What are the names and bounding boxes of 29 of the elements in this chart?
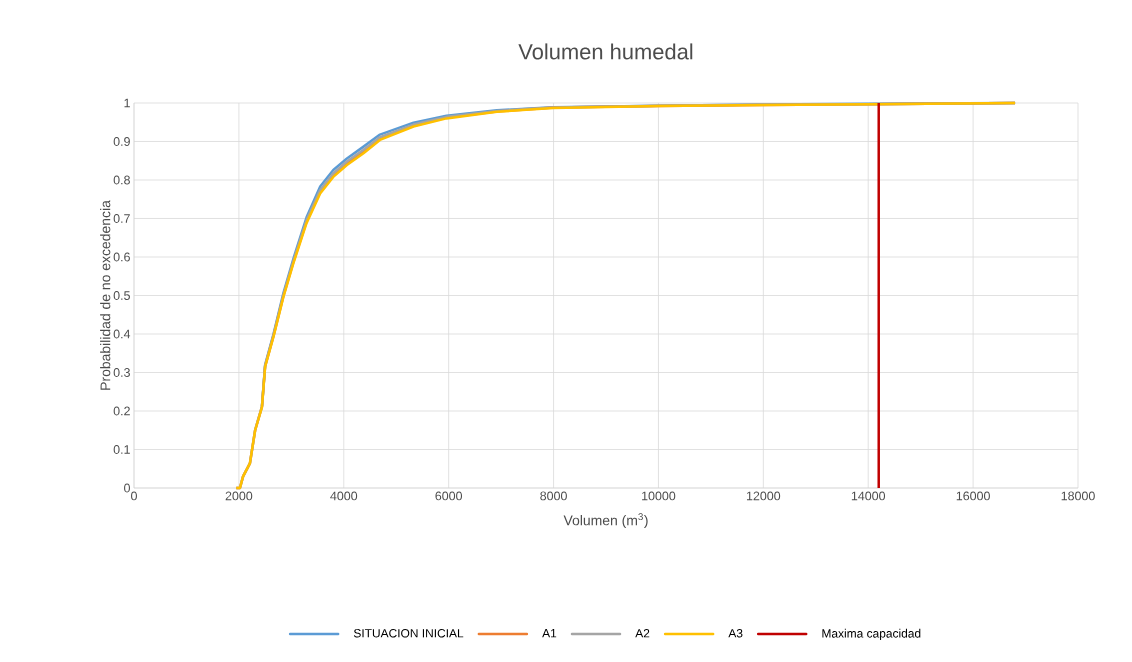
y-tick-label: 0.1 <box>113 445 130 454</box>
x-tick-label: 10000 <box>642 491 676 501</box>
x-tick-label: 0 <box>131 491 137 501</box>
x-tick-label: 8000 <box>540 491 567 501</box>
y-tick-label: 0.3 <box>113 368 130 377</box>
x-tick-label: 18000 <box>1061 491 1095 501</box>
legend-label: A1 <box>542 629 557 638</box>
y-tick-label: 0.7 <box>113 214 130 223</box>
legend-label: SITUACION INICIAL <box>353 629 464 638</box>
legend-label: A2 <box>635 629 650 638</box>
x-tick-label: 14000 <box>851 491 886 501</box>
x-tick-label: 2000 <box>225 491 253 501</box>
x-tick-label: 6000 <box>435 491 463 501</box>
y-tick-label: 0.6 <box>113 252 130 262</box>
y-tick-label: 1 <box>124 98 130 108</box>
y-tick-label: 0.2 <box>113 406 130 416</box>
legend-label: Maxima capacidad <box>822 628 921 641</box>
x-tick-label: 4000 <box>330 491 358 501</box>
y-tick-label: 0.9 <box>113 137 130 146</box>
legend-label: A3 <box>728 629 743 638</box>
y-tick-label: 0.5 <box>113 291 130 300</box>
x-tick-label: 16000 <box>956 491 990 501</box>
y-tick-label: 0.8 <box>113 175 130 185</box>
y-axis-title: Probabilidad de no excedencia <box>100 200 111 390</box>
x-axis-title: Volumen (m$^{3}$) <box>563 513 648 529</box>
chart-title: Volumen humedal <box>518 43 693 60</box>
x-tick-label: 12000 <box>746 491 781 501</box>
y-tick-label: 0.4 <box>113 329 131 339</box>
y-tick-label: 0 <box>124 483 130 493</box>
